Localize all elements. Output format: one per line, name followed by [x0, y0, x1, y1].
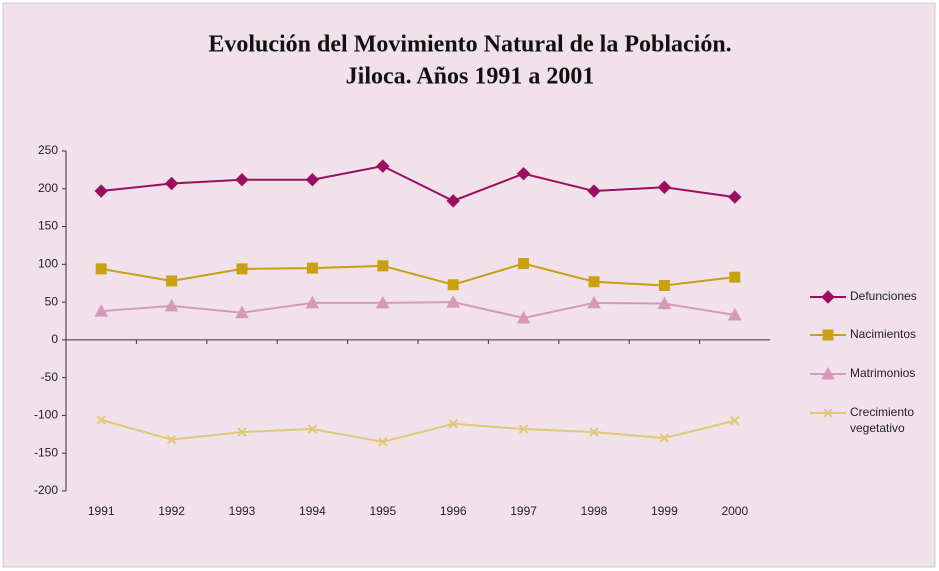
- data-point: [659, 433, 670, 443]
- data-point: [658, 279, 670, 291]
- series-line: [101, 301, 735, 320]
- x-tick-label: 1997: [510, 504, 537, 518]
- y-tick-label: -200: [34, 483, 58, 497]
- data-point: [516, 310, 531, 324]
- chart-title: Jiloca. Años 1991 a 2001: [346, 64, 595, 90]
- x-tick-label: 1992: [158, 504, 185, 518]
- legend-label: Defunciones: [850, 289, 917, 303]
- data-point: [447, 279, 459, 291]
- x-tick-label: 1999: [651, 504, 678, 518]
- data-point: [448, 419, 458, 429]
- x-tick-label: 2000: [721, 504, 748, 518]
- data-point: [305, 173, 320, 187]
- data-point: [378, 437, 388, 447]
- y-tick-label: 0: [51, 332, 58, 346]
- y-tick-label: -100: [34, 408, 58, 422]
- series-line: [101, 262, 735, 287]
- data-point: [164, 298, 179, 312]
- data-point: [728, 190, 742, 204]
- data-point: [376, 159, 390, 173]
- data-point: [236, 263, 248, 275]
- x-tick-label: 1996: [440, 504, 467, 518]
- legend-marker: [821, 366, 835, 380]
- data-point: [307, 424, 318, 434]
- series-line: [100, 419, 736, 443]
- y-tick-label: -50: [41, 370, 59, 384]
- data-point: [518, 258, 530, 270]
- data-point: [729, 271, 741, 283]
- legend-marker: [821, 290, 835, 304]
- legend-label: Matrimonios: [850, 366, 915, 380]
- y-tick-label: -150: [34, 445, 58, 459]
- data-point: [657, 296, 672, 310]
- data-point: [235, 305, 249, 319]
- y-tick-label: 150: [38, 219, 58, 233]
- data-point: [166, 275, 178, 287]
- x-tick-label: 1993: [229, 504, 256, 518]
- data-point: [587, 184, 601, 198]
- legend-label: Nacimientos: [850, 327, 916, 341]
- series-line: [101, 165, 735, 202]
- legend-marker: [822, 329, 834, 341]
- data-point: [305, 295, 320, 309]
- data-point: [237, 427, 247, 437]
- legend-marker: [823, 408, 833, 418]
- data-point: [235, 173, 249, 187]
- data-point: [446, 194, 460, 208]
- y-tick-label: 200: [38, 181, 58, 195]
- data-point: [587, 295, 601, 309]
- legend-label: Crecimiento vegetativo: [850, 405, 914, 435]
- data-point: [588, 276, 600, 288]
- x-tick-label: 1994: [299, 504, 326, 518]
- x-tick-label: 1991: [88, 504, 115, 518]
- data-point: [94, 184, 108, 198]
- data-point: [96, 415, 106, 425]
- chart-title: Evolución del Movimiento Natural de la P…: [208, 32, 731, 58]
- data-point: [446, 295, 461, 308]
- data-point: [518, 424, 529, 434]
- data-point: [730, 416, 740, 426]
- x-tick-label: 1995: [369, 504, 396, 518]
- y-tick-label: 100: [38, 257, 58, 271]
- data-point: [657, 180, 672, 194]
- data-point: [375, 295, 390, 309]
- y-tick-label: 250: [38, 143, 58, 157]
- data-point: [377, 260, 389, 272]
- data-point: [166, 434, 177, 445]
- data-point: [516, 166, 531, 181]
- data-point: [727, 307, 742, 321]
- y-tick-label: 50: [45, 294, 59, 308]
- data-point: [94, 304, 109, 317]
- x-tick-label: 1998: [581, 504, 608, 518]
- data-point: [95, 263, 107, 275]
- data-point: [306, 262, 318, 274]
- data-point: [589, 427, 599, 437]
- data-point: [164, 176, 179, 191]
